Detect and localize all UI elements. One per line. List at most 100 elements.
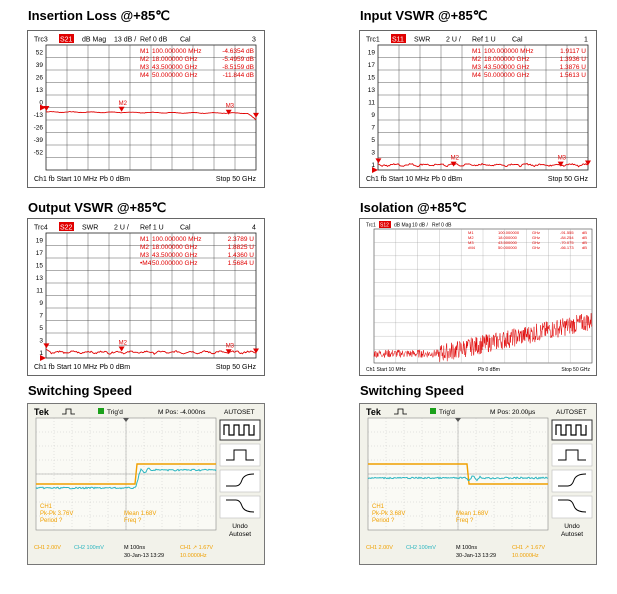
marker-tag: M3 [226, 104, 235, 110]
marker-name: M3 [472, 64, 481, 71]
m-pos: M Pos: 20.00μs [490, 409, 536, 416]
header-field: Trc3 [34, 37, 48, 44]
title-insertion-loss: Insertion Loss @+85℃ [28, 8, 170, 23]
marker-frequency: 100.000000 [498, 230, 520, 235]
marker-value: 1.8825 U [228, 244, 255, 251]
marker-frequency: 50.000000 GHz [152, 72, 198, 79]
header-field: Ref 0 dB [140, 37, 168, 44]
header-field: Ref 1 U [472, 37, 496, 44]
marker-value: 1.3876 U [560, 64, 587, 71]
y-tick-label: 0 [39, 99, 43, 106]
y-tick-label: 13 [36, 87, 44, 94]
marker-name: M3 [140, 64, 149, 71]
marker-triangle [225, 109, 232, 115]
marker-triangle [43, 343, 50, 349]
trig-led [430, 408, 436, 414]
marker-value: 1.9117 U [560, 48, 586, 55]
menu-btn-rise [551, 469, 593, 493]
header-field: 3 [252, 37, 256, 44]
marker-frequency: 100.000000 MHz [484, 48, 534, 55]
ch2-scale: CH2 100mV [74, 545, 104, 551]
date-time: 30-Jan-13 13:29 [124, 553, 164, 559]
y-tick-label: 17 [368, 62, 376, 69]
y-tick-label: -26 [34, 124, 44, 131]
marker-unit: dB [582, 230, 587, 235]
header-field: SWR [82, 225, 98, 232]
menu-btn-fall [219, 495, 261, 519]
y-tick-label: 9 [371, 112, 375, 119]
title-input-vswr: Input VSWR @+85℃ [360, 8, 488, 23]
header-field: Trc4 [34, 225, 48, 232]
trig-status: Trig'd [439, 409, 455, 416]
pulse-icon [558, 449, 586, 461]
marker-value: -4.6354 dB [222, 48, 254, 55]
marker-value: 1.5684 U [228, 260, 255, 267]
menu-btn-pulse [219, 443, 261, 467]
y-tick-label: 13 [368, 87, 376, 94]
header-field: Cal [512, 37, 523, 44]
y-tick-label: 5 [39, 325, 43, 332]
y-tick-label: 5 [371, 137, 375, 144]
footer-mid: Pb 0 dBm [478, 367, 500, 373]
header-field: Cal [180, 37, 191, 44]
marker-unit: GHz [532, 235, 540, 240]
ref-arrow [40, 104, 46, 111]
marker-triangle [225, 349, 232, 355]
marker-unit: dB [582, 245, 587, 250]
acq-icon [394, 408, 407, 415]
marker-unit: GHz [532, 230, 540, 235]
trigger-level: CH1 ↗ 1.67V [180, 545, 213, 551]
marker-triangle [118, 106, 125, 112]
marker-triangle [450, 161, 457, 167]
marker-frequency: 50.000000 [498, 245, 518, 250]
y-tick-label: -52 [34, 149, 44, 156]
marker-name: M4 [140, 72, 149, 79]
header-field: Trc1 [366, 37, 380, 44]
y-tick-label: 7 [371, 124, 375, 131]
marker-triangle [557, 161, 564, 167]
y-tick-label: 1 [371, 162, 375, 169]
menu-btn-fall [551, 495, 593, 519]
trace-line [45, 111, 257, 121]
trace-badge-bg [59, 222, 74, 231]
footer-right: Stop 50 GHz [216, 176, 257, 183]
acq-icon [62, 408, 75, 415]
marker-triangle [375, 158, 382, 164]
ref-arrow [40, 355, 46, 361]
footer-left: Ch1 fb Start 10 MHz Pb 0 dBm [34, 364, 130, 371]
y-tick-label: 11 [368, 99, 375, 106]
header-field: Cal [180, 225, 191, 232]
marker-tag: M2 [119, 101, 128, 107]
square-wave-icon [555, 424, 587, 436]
marker-name: M4 [472, 72, 481, 79]
marker-name: M2 [140, 244, 149, 251]
ch2-trace [367, 475, 549, 482]
y-tick-label: 39 [36, 62, 44, 69]
marker-frequency: 50.000000 GHz [152, 260, 198, 267]
meas-channel: CH1 [40, 504, 53, 510]
marker-frequency: 100.000000 MHz [152, 48, 202, 55]
marker-name: •M4 [140, 260, 152, 267]
marker-frequency: 18.000000 GHz [152, 56, 198, 63]
trigger-level: CH1 ↗ 1.67V [512, 545, 545, 551]
meas-period: Period ? [372, 518, 395, 524]
header-field: 1 [584, 37, 588, 44]
trig-status: Trig'd [107, 409, 123, 416]
footer-right: Stop 50 GHz [216, 364, 257, 371]
y-tick-label: 13 [36, 275, 44, 282]
meas-mean: Mean 1.68V [124, 511, 156, 517]
header-field: 10 dB / [412, 223, 428, 229]
autoset-undo-label: Autoset [561, 531, 583, 538]
m-pos: M Pos: -4.000ns [158, 409, 206, 416]
marker-frequency: 43.500000 GHz [152, 64, 198, 71]
meas-freq: Freq ? [124, 518, 142, 524]
timebase: M 100ns [456, 545, 477, 551]
marker-tag: M2 [451, 156, 460, 162]
marker-tag: M3 [558, 156, 567, 162]
trace-badge-label: S22 [60, 225, 73, 232]
pulse-icon [226, 449, 254, 461]
footer-right: Stop 50 GHz [548, 176, 589, 183]
rising-edge-icon [226, 473, 255, 487]
autoset-undo-label: Autoset [229, 531, 251, 538]
y-tick-label: 7 [39, 312, 43, 319]
